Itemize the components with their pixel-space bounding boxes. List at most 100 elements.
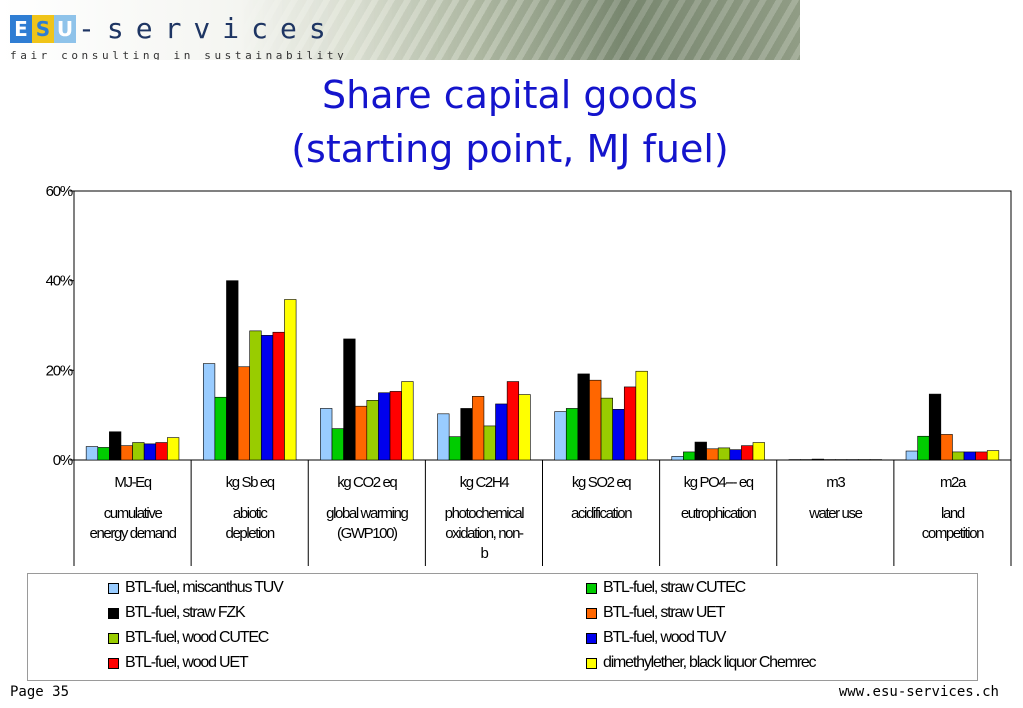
category-name-label: land (941, 505, 965, 522)
category-unit-label: kg C2H4 (460, 474, 510, 491)
bar (917, 435, 930, 461)
logo-tile-e: E (10, 15, 32, 43)
legend-swatch (586, 632, 597, 644)
category-name-label: global warming (326, 505, 408, 522)
tagline: fair consulting in sustainability (10, 49, 348, 60)
bar (975, 451, 988, 461)
bar (671, 456, 684, 461)
legend-item: BTL-fuel, straw UET (586, 602, 725, 624)
bar (483, 425, 496, 461)
legend-swatch (586, 607, 597, 619)
bar (143, 443, 157, 461)
bar (589, 379, 602, 461)
legend-item: dimethylether, black liquor Chemrec (586, 652, 817, 674)
bar (401, 381, 414, 461)
page-number: Page 35 (10, 684, 70, 700)
legend-swatch (586, 582, 597, 594)
category-unit-label: m2a (940, 474, 967, 491)
bar (155, 442, 168, 461)
bar (320, 408, 333, 461)
bar (214, 396, 227, 461)
category-name-label: water use (808, 505, 862, 522)
bar (389, 391, 402, 461)
title-line-2: (starting point, MJ fuel) (291, 127, 729, 171)
category-name-label: depletion (226, 525, 275, 542)
legend-item: BTL-fuel, miscanthus TUV (108, 577, 284, 599)
category-name-label: eutrophication (681, 505, 757, 522)
y-tick-label: 20% (46, 362, 73, 379)
category-name-label: b (480, 545, 488, 562)
y-tick-label: 0% (53, 452, 73, 469)
bar (378, 392, 391, 461)
legend-label: BTL-fuel, straw UET (603, 604, 725, 621)
legend-item: BTL-fuel, straw CUTEC (586, 577, 746, 599)
bar (963, 451, 976, 461)
bar (706, 448, 719, 461)
title-line-1: Share capital goods (322, 73, 698, 117)
bar (846, 459, 859, 461)
bar (167, 437, 180, 461)
y-tick-label: 40% (46, 273, 73, 290)
bar (986, 450, 1000, 461)
bar (683, 451, 696, 461)
logo-tile-u: U (54, 15, 76, 43)
category-name-label: abiotic (233, 505, 268, 522)
bar (120, 445, 133, 461)
esu-logo: E S U -services (10, 14, 338, 44)
category-name-label: energy demand (90, 525, 177, 542)
bar (952, 451, 965, 461)
category-name-label: oxidation, non- (445, 525, 524, 542)
legend-label: BTL-fuel, straw FZK (125, 604, 246, 621)
bar (226, 280, 239, 461)
slide-title: Share capital goods (starting point, MJ … (200, 68, 820, 176)
logo-tiles: E S U (10, 15, 76, 43)
bar (928, 393, 942, 461)
category-name-label: photochemical (445, 505, 525, 522)
bar (260, 335, 274, 461)
logo-tile-s: S (32, 15, 54, 43)
legend-swatch (108, 582, 119, 594)
bar (85, 446, 99, 461)
bar (518, 394, 531, 461)
bar (495, 403, 508, 461)
legend-item: BTL-fuel, wood UET (108, 652, 249, 674)
category-name-label: competition (922, 525, 984, 542)
bar (109, 431, 122, 461)
chart-legend: BTL-fuel, miscanthus TUV BTL-fuel, straw … (27, 573, 978, 681)
legend-label: dimethylether, black liquor Chemrec (603, 654, 817, 671)
category-name-label: cumulative (104, 505, 163, 522)
category-unit-label: kg SO2 eq (572, 474, 631, 491)
bar (132, 442, 145, 461)
legend-label: BTL-fuel, straw CUTEC (603, 579, 746, 596)
bar (858, 459, 871, 461)
bar (940, 434, 953, 461)
footer-url: www.esu-services.ch (838, 684, 999, 700)
bar (472, 396, 485, 461)
bar (237, 366, 250, 461)
legend-swatch (586, 657, 597, 669)
bar (448, 436, 462, 461)
bar (284, 299, 297, 461)
legend-item: BTL-fuel, wood TUV (586, 627, 726, 649)
bar (635, 370, 648, 461)
bar (811, 458, 825, 461)
legend-label: BTL-fuel, wood UET (125, 654, 249, 671)
bar (354, 405, 368, 461)
bar (202, 363, 216, 461)
bar (612, 409, 625, 461)
bar (823, 459, 836, 461)
bar (717, 447, 731, 461)
logo-text: -services (78, 12, 338, 45)
bar (554, 411, 567, 461)
header-banner (0, 0, 800, 60)
legend-swatch (108, 632, 119, 644)
bar (835, 459, 848, 461)
legend-item: BTL-fuel, wood CUTEC (108, 627, 269, 649)
bar (869, 459, 883, 461)
category-unit-label: kg Sb eq (226, 474, 275, 491)
bar (741, 445, 754, 461)
y-tick-label: 60% (46, 183, 73, 200)
bar (752, 442, 765, 461)
bar (905, 450, 918, 461)
bar (249, 330, 262, 461)
